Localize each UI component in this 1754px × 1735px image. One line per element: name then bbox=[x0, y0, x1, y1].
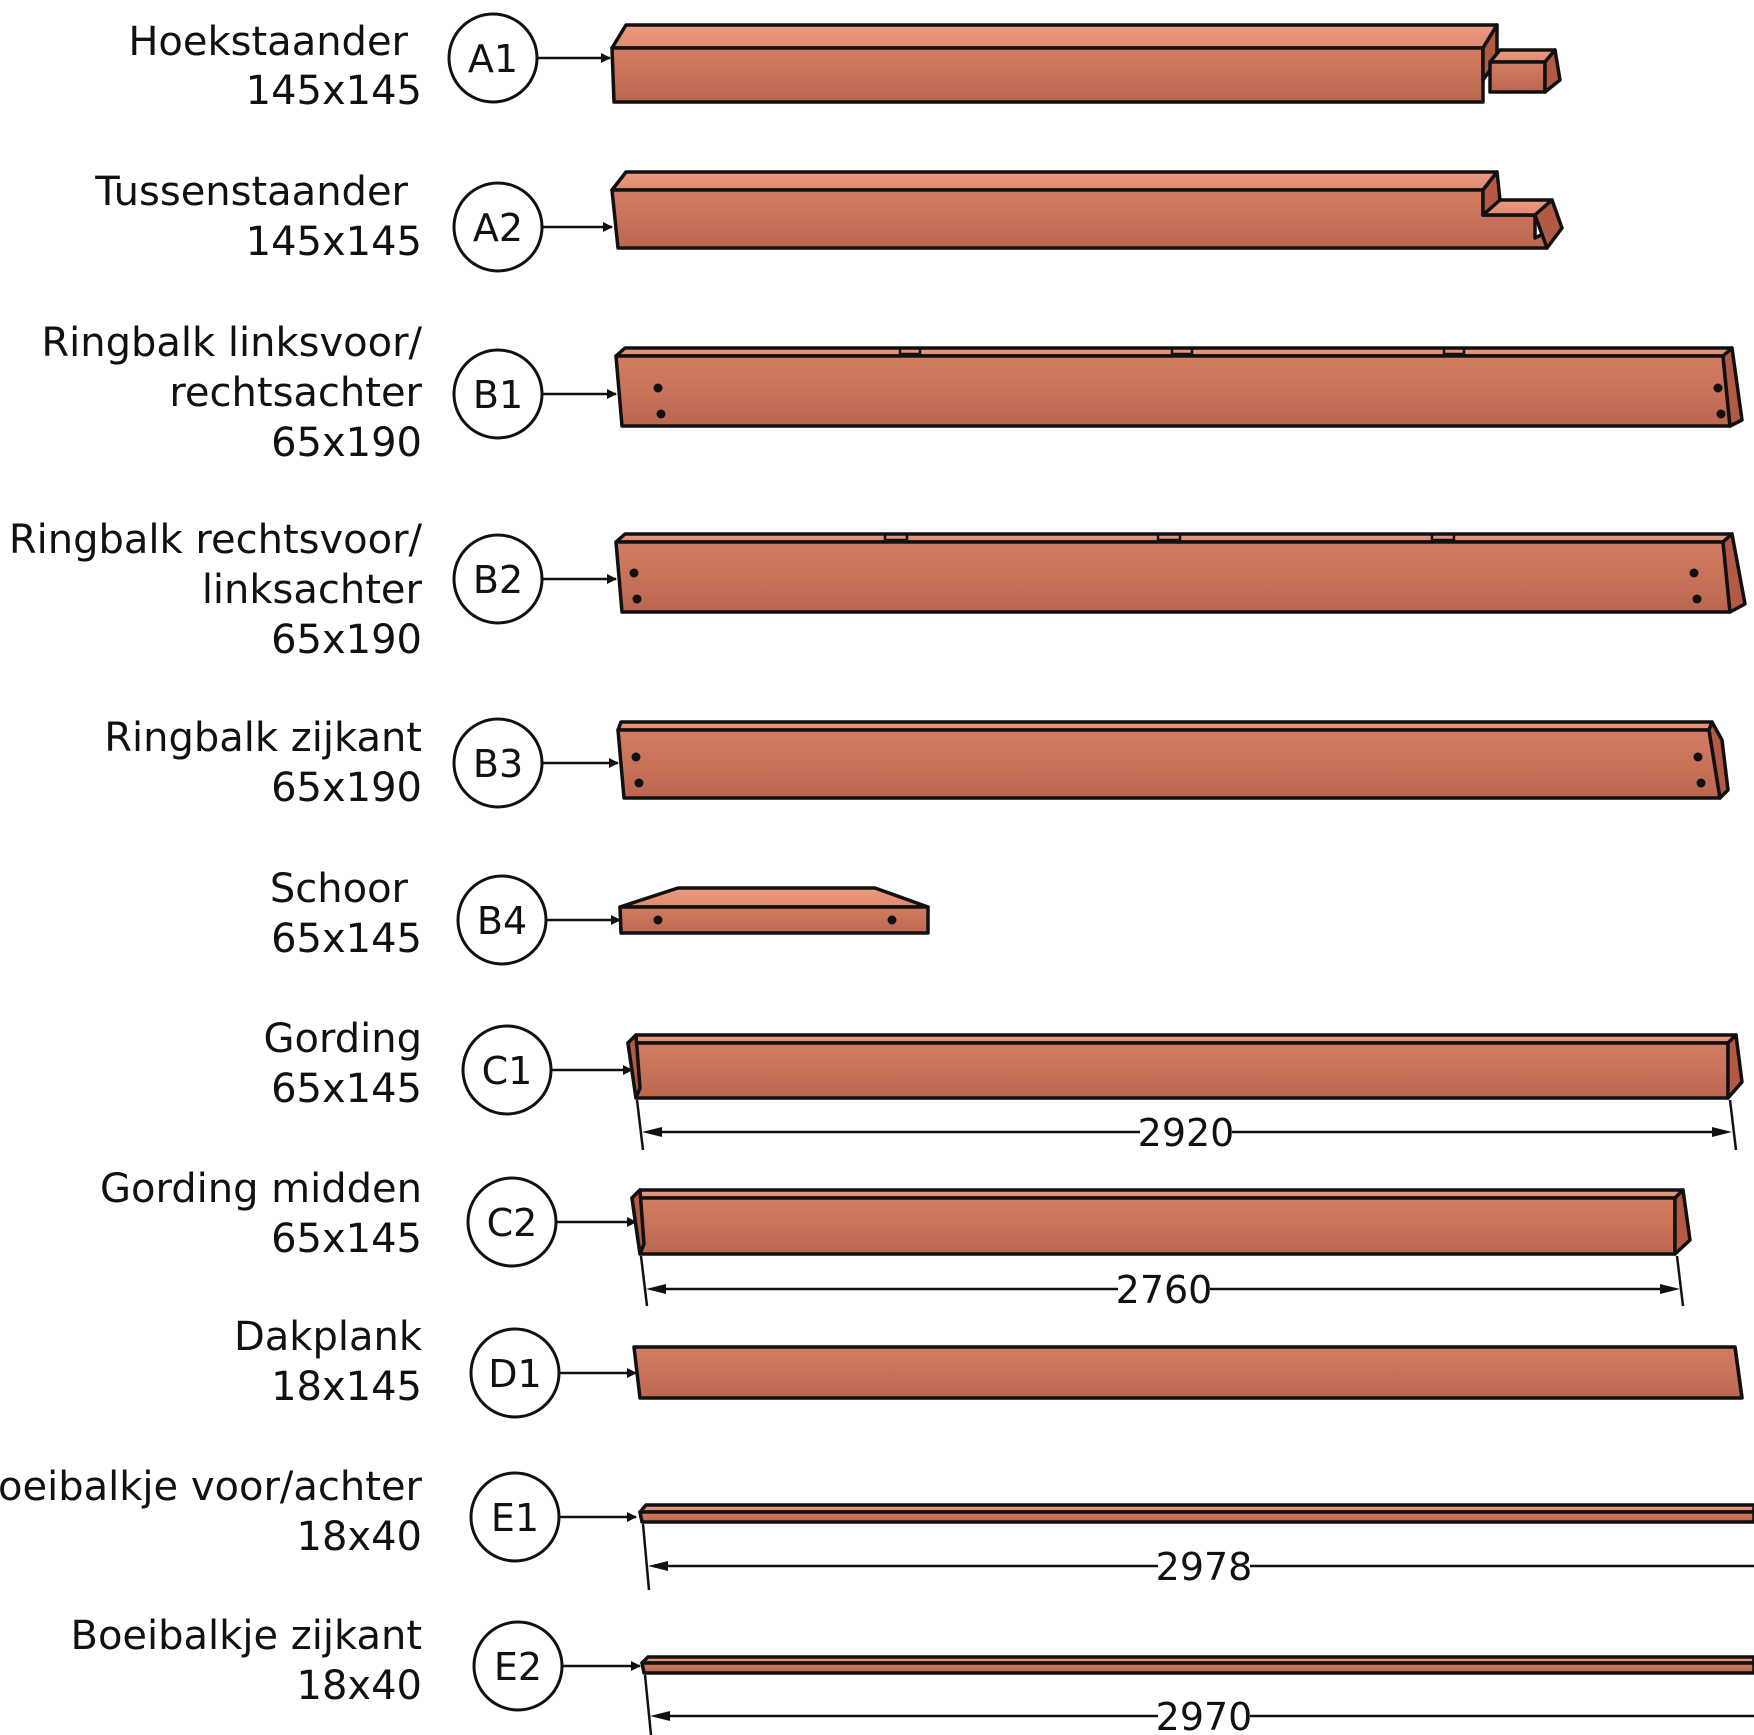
part-a1-hoekstaander bbox=[610, 23, 1562, 104]
part-b2-ringbalk bbox=[614, 532, 1747, 614]
part-c1-gording bbox=[626, 1033, 1744, 1100]
bolt-hole bbox=[631, 752, 641, 762]
part-name-line: linksachter bbox=[202, 567, 423, 613]
bolt-hole bbox=[629, 568, 639, 578]
part-size: 65x190 bbox=[271, 420, 422, 466]
bolt-hole bbox=[1693, 752, 1703, 762]
part-size: 18x40 bbox=[297, 1663, 422, 1709]
dimension-label: 2978 bbox=[1156, 1545, 1253, 1589]
part-code: A2 bbox=[473, 206, 523, 250]
bolt-hole bbox=[1696, 778, 1706, 788]
part-size: 65x145 bbox=[271, 916, 422, 962]
bolt-hole bbox=[1716, 409, 1726, 419]
part-codes: A1 A2 B1 B2 B3 B4 C1 bbox=[447, 12, 641, 1712]
part-code: C2 bbox=[487, 1201, 538, 1245]
code-marker-e1: E1 bbox=[469, 1471, 637, 1563]
part-e1-boeibalkje bbox=[638, 1503, 1754, 1524]
bolt-hole bbox=[653, 383, 663, 393]
code-marker-b3: B3 bbox=[452, 717, 619, 809]
part-name-line: Tussenstaander bbox=[94, 169, 408, 215]
dimension-label: 2920 bbox=[1138, 1111, 1235, 1155]
bolt-hole bbox=[653, 915, 663, 925]
part-name-line: Gording bbox=[264, 1016, 422, 1062]
bolt-hole bbox=[634, 778, 644, 788]
part-name-line: Ringbalk rechtsvoor/ bbox=[9, 517, 423, 563]
part-name-line: Ringbalk zijkant bbox=[104, 715, 422, 761]
part-code: B1 bbox=[473, 373, 523, 417]
part-code: B3 bbox=[473, 742, 523, 786]
part-d1-dakplank bbox=[632, 1345, 1744, 1400]
part-e2-boeibalkje-zijkant bbox=[640, 1655, 1754, 1675]
part-code: A1 bbox=[468, 37, 518, 81]
part-size: 145x145 bbox=[246, 68, 422, 114]
dimension-label: 2760 bbox=[1116, 1268, 1213, 1312]
part-code: B2 bbox=[473, 558, 523, 602]
bolt-hole bbox=[1692, 594, 1702, 604]
bolt-hole bbox=[656, 409, 666, 419]
code-marker-d1: D1 bbox=[469, 1327, 637, 1419]
part-name-line: Ringbalk linksvoor/ bbox=[41, 320, 422, 366]
part-labels: Hoekstaander 145x145 Tussenstaander 145x… bbox=[0, 19, 423, 1709]
part-name-line: Hoekstaander bbox=[128, 19, 408, 65]
dimension-c2: 2760 bbox=[639, 1255, 1685, 1312]
part-name-line: Dakplank bbox=[234, 1314, 423, 1360]
dimension-e1: 2978 bbox=[641, 1523, 1754, 1591]
part-code: C1 bbox=[482, 1049, 533, 1093]
part-size: 65x190 bbox=[271, 765, 422, 811]
wood-parts bbox=[610, 23, 1754, 1675]
bolt-hole bbox=[632, 594, 642, 604]
part-name-line: rechtsachter bbox=[169, 370, 422, 416]
dimension-lines: 2920 2760 2978 2970 bbox=[635, 1099, 1754, 1735]
bolt-hole bbox=[887, 915, 897, 925]
code-marker-c1: C1 bbox=[461, 1024, 633, 1116]
part-a2-tussenstaander bbox=[610, 170, 1564, 250]
part-size: 65x190 bbox=[271, 617, 422, 663]
part-c2-gording-midden bbox=[630, 1188, 1692, 1256]
dimension-label: 2970 bbox=[1156, 1695, 1253, 1735]
code-marker-c2: C2 bbox=[466, 1176, 637, 1268]
part-size: 65x145 bbox=[271, 1066, 422, 1112]
part-name-line: Schoor bbox=[270, 866, 409, 912]
code-marker-e2: E2 bbox=[472, 1620, 641, 1712]
bolt-hole bbox=[1689, 568, 1699, 578]
dimension-e2: 2970 bbox=[643, 1674, 1754, 1735]
code-marker-b2: B2 bbox=[452, 533, 617, 625]
part-b4-schoor bbox=[618, 886, 930, 935]
code-marker-a2: A2 bbox=[452, 181, 613, 273]
part-code: D1 bbox=[488, 1352, 541, 1396]
code-marker-b1: B1 bbox=[452, 348, 617, 440]
part-code: E2 bbox=[494, 1645, 542, 1689]
part-name-line: Boeibalkje voor/achter bbox=[0, 1464, 423, 1510]
bolt-hole bbox=[1713, 383, 1723, 393]
part-code: E1 bbox=[491, 1496, 539, 1540]
part-name-line: Boeibalkje zijkant bbox=[71, 1613, 422, 1659]
code-marker-a1: A1 bbox=[447, 12, 611, 104]
part-b3-ringbalk-zijkant bbox=[616, 720, 1730, 800]
part-name-line: Gording midden bbox=[100, 1166, 422, 1212]
part-size: 18x145 bbox=[271, 1364, 422, 1410]
code-marker-b4: B4 bbox=[456, 874, 621, 966]
part-size: 18x40 bbox=[297, 1514, 422, 1560]
part-b1-ringbalk bbox=[614, 346, 1744, 428]
part-code: B4 bbox=[477, 899, 527, 943]
part-size: 65x145 bbox=[271, 1216, 422, 1262]
part-size: 145x145 bbox=[246, 219, 422, 265]
dimension-c1: 2920 bbox=[635, 1099, 1738, 1155]
